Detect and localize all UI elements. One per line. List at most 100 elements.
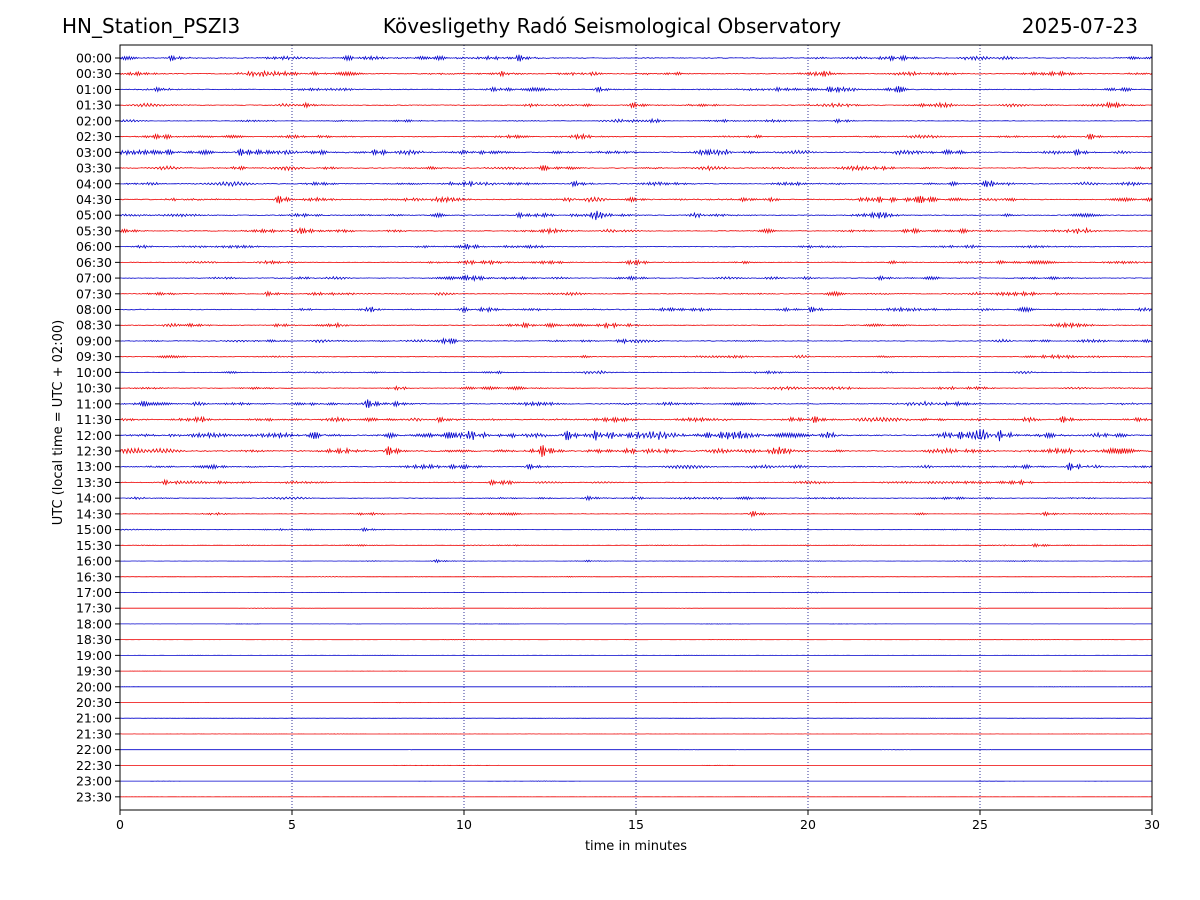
- y-tick-label-23:30: 23:30: [76, 789, 112, 804]
- y-tick-label-04:30: 04:30: [76, 192, 112, 207]
- y-tick-label-18:00: 18:00: [76, 616, 112, 631]
- trace-12:00: [119, 429, 1153, 442]
- y-tick-label-16:00: 16:00: [76, 554, 112, 569]
- trace-02:30: [119, 132, 1153, 141]
- trace-14:30: [119, 510, 1153, 518]
- trace-20:30: [120, 701, 1152, 704]
- y-tick-label-07:00: 07:00: [76, 271, 112, 286]
- y-tick-label-01:00: 01:00: [76, 82, 112, 97]
- trace-15:30: [120, 542, 1153, 548]
- trace-06:30: [119, 259, 1153, 267]
- y-tick-label-15:30: 15:30: [76, 538, 112, 553]
- trace-14:00: [119, 494, 1152, 502]
- y-tick-label-06:30: 06:30: [76, 255, 112, 270]
- trace-00:00: [119, 54, 1153, 62]
- y-tick-label-13:30: 13:30: [76, 475, 112, 490]
- trace-lines: [119, 54, 1153, 798]
- y-tick-label-10:00: 10:00: [76, 365, 112, 380]
- trace-13:00: [119, 462, 1153, 471]
- trace-11:30: [119, 415, 1153, 424]
- trace-04:00: [119, 179, 1153, 188]
- y-tick-label-05:30: 05:30: [76, 223, 112, 238]
- trace-06:00: [119, 243, 1153, 251]
- y-tick-label-08:30: 08:30: [76, 318, 112, 333]
- trace-17:30: [120, 607, 1152, 609]
- x-tick-label-25: 25: [972, 817, 988, 832]
- y-tick-label-14:30: 14:30: [76, 506, 112, 521]
- y-tick-label-17:30: 17:30: [76, 601, 112, 616]
- trace-15:00: [119, 526, 1153, 533]
- y-tick-label-11:00: 11:00: [76, 396, 112, 411]
- y-tick-label-20:00: 20:00: [76, 679, 112, 694]
- trace-16:30: [120, 575, 1152, 578]
- y-tick-label-13:00: 13:00: [76, 459, 112, 474]
- trace-10:00: [119, 369, 1153, 375]
- station-name: HN_Station_PSZI3: [62, 14, 241, 38]
- y-tick-label-11:30: 11:30: [76, 412, 112, 427]
- trace-02:00: [119, 117, 1152, 124]
- trace-00:30: [119, 69, 1153, 78]
- trace-01:00: [119, 85, 1153, 94]
- x-tick-label-20: 20: [800, 817, 816, 832]
- trace-07:30: [120, 290, 1153, 298]
- trace-11:00: [120, 399, 1153, 408]
- y-tick-label-09:00: 09:00: [76, 333, 112, 348]
- grid-lines: [291, 45, 981, 810]
- trace-04:30: [119, 195, 1153, 204]
- trace-03:00: [119, 148, 1153, 157]
- trace-16:00: [120, 558, 1152, 564]
- y-tick-label-06:00: 06:00: [76, 239, 112, 254]
- y-tick-label-17:00: 17:00: [76, 585, 112, 600]
- y-tick-label-02:00: 02:00: [76, 113, 112, 128]
- observatory-title: Kövesligethy Radó Seismological Observat…: [382, 14, 842, 38]
- trace-09:00: [119, 337, 1153, 345]
- trace-10:30: [119, 385, 1153, 391]
- y-tick-label-18:30: 18:30: [76, 632, 112, 647]
- y-tick-label-19:30: 19:30: [76, 664, 112, 679]
- y-tick-label-12:30: 12:30: [76, 444, 112, 459]
- trace-01:30: [119, 101, 1153, 109]
- y-tick-label-19:00: 19:00: [76, 648, 112, 663]
- y-tick-label-00:30: 00:30: [76, 66, 112, 81]
- trace-09:30: [119, 353, 1153, 360]
- x-tick-label-5: 5: [288, 817, 296, 832]
- x-tick-label-10: 10: [456, 817, 472, 832]
- x-tick-label-0: 0: [116, 817, 124, 832]
- x-tick-label-15: 15: [628, 817, 644, 832]
- y-tick-label-05:00: 05:00: [76, 208, 112, 223]
- y-tick-labels: 00:0000:3001:0001:3002:0002:3003:0003:30…: [76, 51, 120, 804]
- y-tick-label-21:30: 21:30: [76, 726, 112, 741]
- trace-13:30: [119, 478, 1153, 487]
- x-axis-label: time in minutes: [585, 839, 687, 854]
- y-tick-label-09:30: 09:30: [76, 349, 112, 364]
- y-tick-label-02:30: 02:30: [76, 129, 112, 144]
- y-tick-label-07:30: 07:30: [76, 286, 112, 301]
- y-tick-label-22:30: 22:30: [76, 758, 112, 773]
- trace-05:00: [119, 210, 1153, 221]
- trace-08:30: [119, 321, 1152, 330]
- y-tick-label-15:00: 15:00: [76, 522, 112, 537]
- y-tick-label-10:30: 10:30: [76, 381, 112, 396]
- y-tick-label-14:00: 14:00: [76, 491, 112, 506]
- y-tick-label-22:00: 22:00: [76, 742, 112, 757]
- trace-03:30: [119, 164, 1153, 172]
- y-tick-label-23:00: 23:00: [76, 774, 112, 789]
- y-axis-label: UTC (local time = UTC + 02:00): [51, 320, 66, 525]
- x-tick-labels: 0 5 10 15 20 25 30: [116, 810, 1160, 832]
- y-tick-label-12:00: 12:00: [76, 428, 112, 443]
- y-tick-label-03:00: 03:00: [76, 145, 112, 160]
- y-tick-label-04:00: 04:00: [76, 176, 112, 191]
- trace-12:30: [119, 445, 1153, 458]
- y-tick-label-01:30: 01:30: [76, 98, 112, 113]
- trace-07:00: [120, 274, 1152, 283]
- trace-05:30: [119, 226, 1153, 235]
- trace-18:30: [119, 638, 1152, 641]
- y-tick-label-08:00: 08:00: [76, 302, 112, 317]
- x-tick-label-30: 30: [1144, 817, 1160, 832]
- record-date: 2025-07-23: [1021, 14, 1138, 38]
- trace-17:00: [119, 591, 1153, 594]
- y-tick-label-20:30: 20:30: [76, 695, 112, 710]
- y-tick-label-21:00: 21:00: [76, 711, 112, 726]
